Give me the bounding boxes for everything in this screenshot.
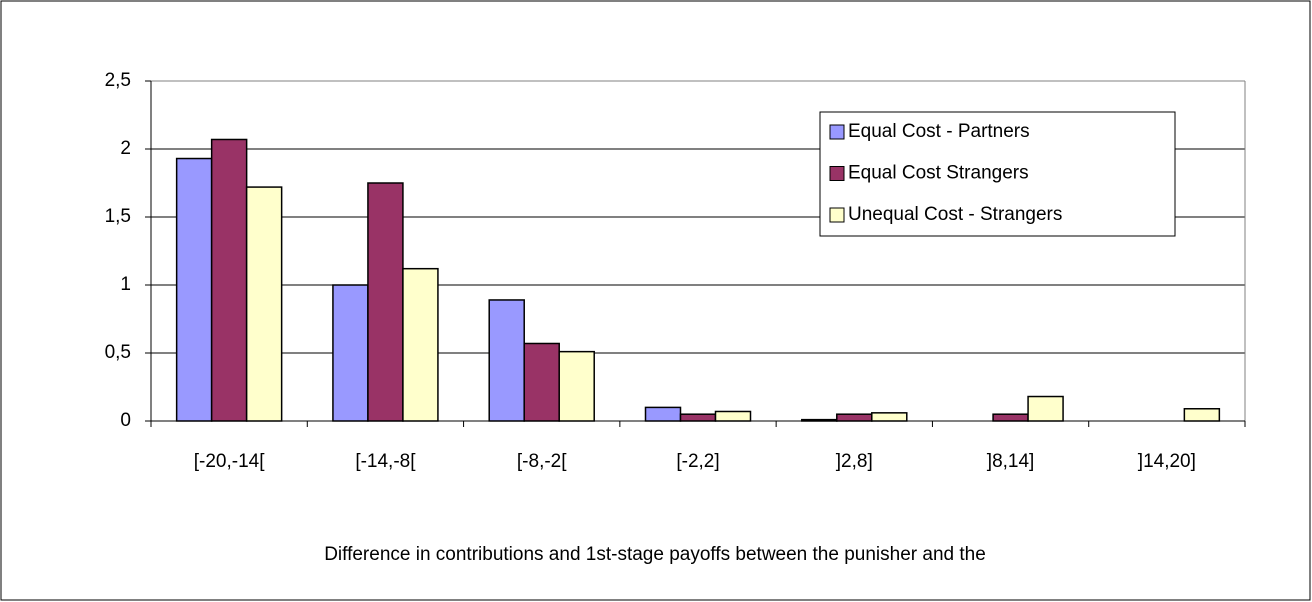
bar <box>367 182 404 422</box>
y-tick-label: 1 <box>120 274 131 295</box>
bar <box>332 284 369 422</box>
bar <box>714 410 752 422</box>
x-tick-label: ]14,20] <box>1138 451 1196 472</box>
bar <box>402 267 439 422</box>
legend-box <box>819 111 1176 237</box>
bar <box>836 413 873 422</box>
bar <box>523 342 560 422</box>
y-tick-label: 0 <box>120 410 131 431</box>
bar <box>488 299 525 422</box>
legend-swatch <box>829 166 845 181</box>
bar <box>210 138 248 422</box>
legend-label: Equal Cost Strangers <box>848 163 1029 184</box>
x-tick-label: [-14,-8[ <box>355 451 416 472</box>
bar <box>1183 408 1221 422</box>
y-tick-label: 2,5 <box>105 70 131 91</box>
legend-swatch <box>829 124 845 140</box>
x-tick-label: [-20,-14[ <box>194 451 265 472</box>
bar <box>992 413 1029 422</box>
bar <box>644 406 682 422</box>
y-tick-label: 2 <box>120 138 131 159</box>
bar <box>245 186 283 422</box>
bar <box>871 412 908 422</box>
bar <box>1027 395 1064 422</box>
bar <box>558 350 595 422</box>
legend-swatch <box>829 207 845 223</box>
x-tick-label: ]8,14] <box>987 451 1035 472</box>
bar <box>175 157 213 422</box>
y-tick-label: 1,5 <box>105 206 131 227</box>
x-tick-label: [-2,2] <box>676 451 719 472</box>
x-axis-title: Difference in contributions and 1st-stag… <box>324 544 986 565</box>
legend-label: Unequal Cost - Strangers <box>848 204 1062 225</box>
legend-label: Equal Cost - Partners <box>848 121 1030 142</box>
x-tick-label: [-8,-2[ <box>517 451 567 472</box>
y-tick-label: 0,5 <box>105 342 131 363</box>
x-tick-label: ]2,8] <box>836 451 873 472</box>
bar <box>679 413 717 422</box>
